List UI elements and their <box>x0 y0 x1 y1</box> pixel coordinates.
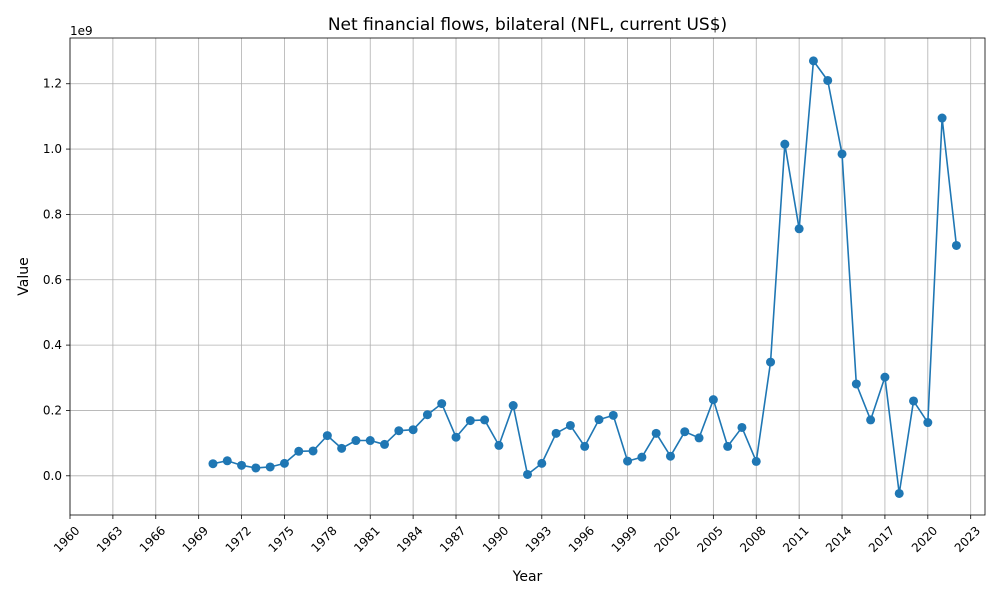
data-point <box>623 456 633 466</box>
data-point <box>665 451 675 461</box>
data-point <box>422 410 432 420</box>
data-point <box>251 463 261 473</box>
x-tick-label: 2002 <box>651 524 682 555</box>
data-point <box>494 440 504 450</box>
data-point <box>866 415 876 425</box>
x-tick-label: 1972 <box>223 524 254 555</box>
data-point <box>651 428 661 438</box>
data-point <box>465 416 475 426</box>
x-axis: 1960 1963 1966 1969 1972 1975 1978 1981 1984 1987… <box>51 515 983 555</box>
y-axis: 0.0 0.2 0.4 0.6 0.8 1.0 1.2 <box>43 77 70 483</box>
y-axis-label: Value <box>16 257 32 295</box>
x-tick-label: 2017 <box>866 524 897 555</box>
data-point <box>480 415 490 425</box>
series-layer <box>208 56 961 498</box>
x-tick-label: 1999 <box>609 524 640 555</box>
data-point <box>508 401 518 411</box>
x-tick-label: 1984 <box>394 524 425 555</box>
data-point <box>851 379 861 389</box>
data-point <box>637 452 647 462</box>
x-tick-label: 1969 <box>180 524 211 555</box>
x-tick-label: 2005 <box>694 524 725 555</box>
x-gridlines <box>69 38 972 515</box>
data-point <box>408 425 418 435</box>
x-tick-label: 2008 <box>737 524 768 555</box>
data-point <box>565 420 575 430</box>
y-tick-label: 1.2 <box>43 77 62 91</box>
data-point <box>923 418 933 428</box>
data-point <box>823 75 833 85</box>
y-tick-label: 0.6 <box>43 273 62 287</box>
data-point <box>708 395 718 405</box>
x-tick-label: 1978 <box>308 524 339 555</box>
x-tick-label: 1993 <box>523 524 554 555</box>
data-point <box>837 149 847 159</box>
data-point <box>551 428 561 438</box>
data-point <box>208 459 218 469</box>
x-tick-label: 1975 <box>265 524 296 555</box>
data-point <box>337 443 347 453</box>
data-point <box>680 427 690 437</box>
y-offset-label: 1e9 <box>70 24 93 38</box>
y-tick-label: 0.0 <box>43 469 62 483</box>
x-tick-label: 1990 <box>480 524 511 555</box>
x-tick-label: 1960 <box>51 524 82 555</box>
data-point <box>322 431 332 441</box>
data-point <box>794 224 804 234</box>
x-tick-label: 1981 <box>351 524 382 555</box>
data-point <box>265 462 275 472</box>
x-axis-label: Year <box>512 569 543 585</box>
data-point <box>279 458 289 468</box>
data-point <box>451 432 461 442</box>
plot-frame <box>69 37 986 516</box>
x-tick-label: 2014 <box>823 524 854 555</box>
data-point <box>751 456 761 466</box>
data-point <box>380 439 390 449</box>
data-point <box>537 458 547 468</box>
data-point <box>780 139 790 149</box>
data-point <box>222 456 232 466</box>
data-point <box>937 113 947 123</box>
data-point <box>808 56 818 66</box>
data-point <box>880 372 890 382</box>
data-point <box>909 396 919 406</box>
data-point <box>294 446 304 456</box>
data-point <box>365 436 375 446</box>
data-point <box>394 426 404 436</box>
data-point <box>723 441 733 451</box>
y-gridlines <box>70 83 985 477</box>
data-point <box>694 433 704 443</box>
x-tick-label: 2023 <box>952 524 983 555</box>
x-tick-label: 1963 <box>94 524 125 555</box>
data-point <box>523 469 532 479</box>
data-point <box>766 357 776 367</box>
x-tick-label: 2020 <box>909 524 940 555</box>
data-point <box>608 410 618 420</box>
y-tick-label: 1.0 <box>43 142 62 156</box>
y-tick-label: 0.2 <box>43 403 62 417</box>
data-point <box>737 422 747 432</box>
data-point <box>580 441 590 451</box>
data-point <box>594 415 604 425</box>
y-tick-label: 0.8 <box>43 207 62 221</box>
data-point <box>237 460 247 470</box>
x-tick-label: 1987 <box>437 524 468 555</box>
data-point <box>308 446 318 456</box>
y-tick-label: 0.4 <box>43 338 62 352</box>
x-tick-label: 1996 <box>566 524 597 555</box>
x-tick-label: 2011 <box>780 524 811 555</box>
x-tick-label: 1966 <box>137 524 168 555</box>
data-point <box>437 399 447 409</box>
chart-title: Net financial flows, bilateral (NFL, cur… <box>328 15 727 35</box>
data-point <box>351 436 361 446</box>
data-point <box>894 488 904 498</box>
data-point <box>951 240 961 250</box>
